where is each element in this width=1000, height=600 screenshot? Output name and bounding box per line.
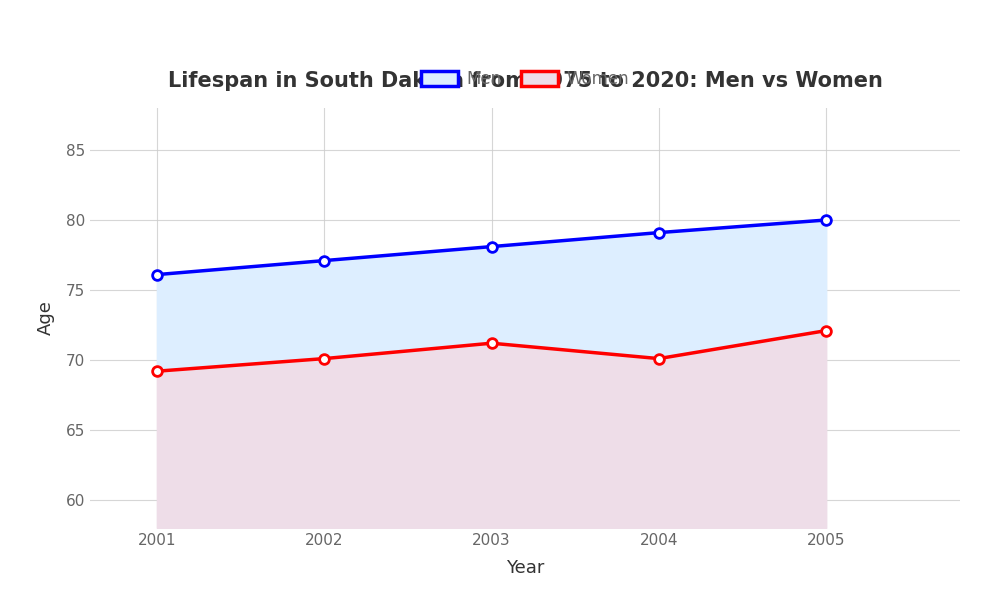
- Legend: Men, Women: Men, Women: [413, 62, 637, 97]
- Title: Lifespan in South Dakota from 1975 to 2020: Men vs Women: Lifespan in South Dakota from 1975 to 20…: [168, 71, 882, 91]
- X-axis label: Year: Year: [506, 559, 544, 577]
- Y-axis label: Age: Age: [37, 301, 55, 335]
